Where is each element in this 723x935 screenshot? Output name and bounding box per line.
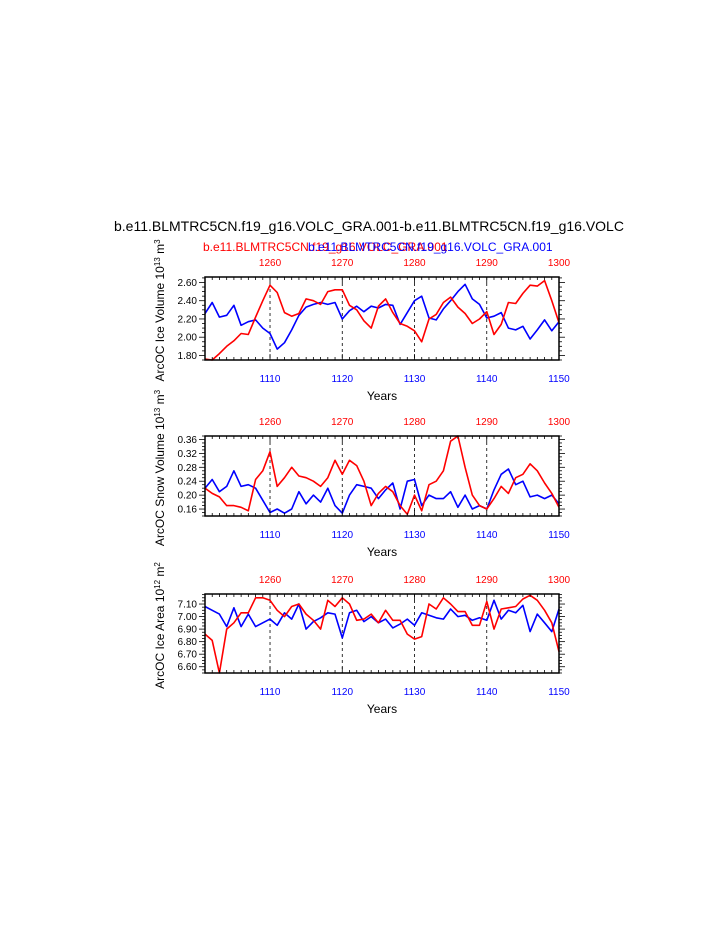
x-tick-label-top: 1270 xyxy=(331,258,354,269)
x-axis-label: Years xyxy=(367,702,397,716)
x-tick-label-bottom: 1110 xyxy=(260,687,281,698)
y-tick-label: 2.00 xyxy=(178,333,198,344)
y-tick-label: 1.80 xyxy=(178,351,198,362)
y-tick-label: 2.60 xyxy=(178,278,198,289)
series-line-blue xyxy=(204,468,560,515)
x-tick-label-bottom: 1110 xyxy=(260,374,281,385)
x-tick-label-top: 1280 xyxy=(403,258,426,269)
x-tick-label-top: 1280 xyxy=(403,417,426,428)
x-tick-label-top: 1270 xyxy=(331,417,354,428)
x-tick-label-top: 1270 xyxy=(331,575,354,586)
x-tick-label-top: 1290 xyxy=(476,575,499,586)
x-tick-label-top: 1300 xyxy=(548,575,571,586)
x-tick-label-bottom: 1150 xyxy=(548,687,570,698)
series-line-blue xyxy=(204,283,560,350)
plot-frame xyxy=(204,593,560,674)
x-tick-label-top: 1260 xyxy=(259,258,282,269)
y-tick-label: 0.16 xyxy=(178,505,198,516)
x-tick-label-bottom: 1150 xyxy=(548,530,570,541)
series-line-red xyxy=(204,594,560,674)
x-tick-label-bottom: 1140 xyxy=(476,530,498,541)
x-tick-label-top: 1290 xyxy=(476,417,499,428)
series-line-red xyxy=(204,279,560,361)
x-tick-label-bottom: 1120 xyxy=(332,374,354,385)
x-tick-label-bottom: 1130 xyxy=(404,374,426,385)
subtitle-red: b.e11.BLMTRC5CN.f19_g16.VOLC_GRA.001 xyxy=(203,240,448,254)
y-tick-label: 7.10 xyxy=(178,600,198,611)
x-tick-label-bottom: 1110 xyxy=(260,530,281,541)
y-tick-label: 6.90 xyxy=(178,625,198,636)
y-tick-label: 0.28 xyxy=(178,463,198,474)
y-tick-label: 7.00 xyxy=(178,612,198,623)
x-tick-label-top: 1290 xyxy=(476,258,499,269)
x-tick-label-bottom: 1120 xyxy=(332,687,354,698)
x-tick-label-top: 1280 xyxy=(403,575,426,586)
x-tick-label-top: 1260 xyxy=(259,575,282,586)
x-tick-label-top: 1300 xyxy=(548,258,571,269)
series-line-blue xyxy=(204,599,560,639)
y-tick-label: 0.24 xyxy=(178,477,198,488)
y-tick-label: 6.80 xyxy=(178,637,198,648)
y-tick-label: 6.60 xyxy=(178,662,198,673)
x-tick-label-top: 1300 xyxy=(548,417,571,428)
subtitle-blue: b.e11.BLMTRC5CN.f19_g16.VOLC_GRA.001 xyxy=(308,240,553,254)
plot-frame xyxy=(204,276,560,361)
y-tick-label: 0.36 xyxy=(178,435,198,446)
y-axis-label: ArcOC Ice Area 1012 m2 xyxy=(153,562,168,689)
page-title: b.e11.BLMTRC5CN.f19_g16.VOLC_GRA.001-b.e… xyxy=(114,218,624,234)
plot-frame xyxy=(204,435,560,517)
y-tick-label: 0.20 xyxy=(178,491,198,502)
x-axis-label: Years xyxy=(367,389,397,403)
y-axis-label: ArcOC Snow Volume 1013 m3 xyxy=(153,389,168,546)
x-tick-label-top: 1260 xyxy=(259,417,282,428)
x-tick-label-bottom: 1150 xyxy=(548,374,570,385)
x-tick-label-bottom: 1130 xyxy=(404,530,426,541)
series-line-red xyxy=(204,435,560,516)
y-axis-label: ArcOC Ice Volume 1013 m3 xyxy=(153,239,168,382)
x-tick-label-bottom: 1120 xyxy=(332,530,354,541)
x-tick-label-bottom: 1130 xyxy=(404,687,426,698)
y-tick-label: 0.32 xyxy=(178,449,198,460)
x-axis-label: Years xyxy=(367,545,397,559)
y-tick-label: 2.20 xyxy=(178,314,198,325)
x-tick-label-bottom: 1140 xyxy=(476,374,498,385)
x-tick-label-bottom: 1140 xyxy=(476,687,498,698)
y-tick-label: 2.40 xyxy=(178,296,198,307)
y-tick-label: 6.70 xyxy=(178,650,198,661)
